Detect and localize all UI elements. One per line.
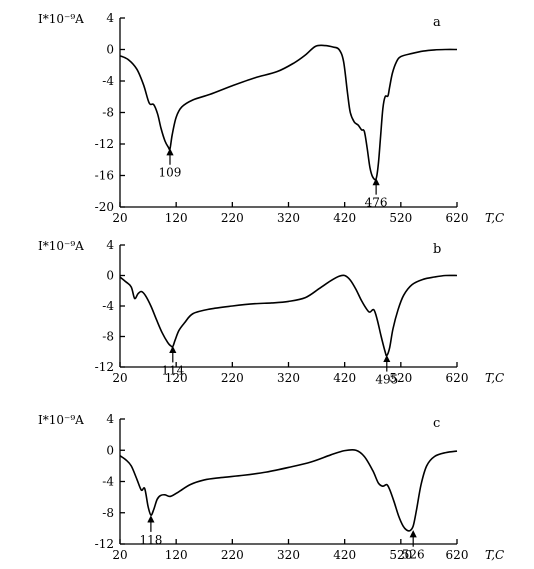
y-tick-label: 0: [106, 43, 114, 57]
x-tick-label: 420: [333, 548, 356, 562]
y-tick-label: 0: [106, 443, 114, 457]
peak-label: 476: [365, 196, 388, 210]
panel-letter: a: [433, 15, 441, 30]
y-tick-label: -12: [95, 360, 114, 374]
x-tick-label: 620: [446, 371, 469, 385]
panel-letter: b: [433, 242, 441, 257]
x-tick-label: 320: [277, 548, 300, 562]
x-tick-label: 620: [446, 548, 469, 562]
y-tick-label: -20: [95, 200, 114, 214]
x-tick-label: 320: [277, 211, 300, 225]
y-tick-label: 4: [106, 11, 114, 25]
y-tick-label: 4: [106, 238, 114, 252]
x-tick-label: 520: [389, 548, 412, 562]
x-axis-label: T,C: [485, 548, 504, 562]
x-tick-label: 220: [221, 548, 244, 562]
x-tick-label: 120: [165, 548, 188, 562]
series-line-0: [119, 448, 458, 532]
y-tick-label: -16: [95, 169, 114, 183]
y-tick-label: 0: [106, 269, 114, 283]
y-tick-label: -4: [102, 299, 114, 313]
y-axis-label: I*10⁻⁹A: [38, 12, 84, 26]
series-line-0: [119, 274, 458, 357]
y-tick-label: -12: [95, 137, 114, 151]
x-tick-label: 120: [165, 211, 188, 225]
y-tick-label: 4: [106, 412, 114, 426]
peak-label: 526: [402, 548, 425, 562]
panel-letter: c: [433, 416, 440, 431]
x-tick-label: 520: [389, 211, 412, 225]
x-tick-label: 220: [221, 371, 244, 385]
y-axis-label: I*10⁻⁹A: [38, 239, 84, 253]
x-tick-label: 20: [112, 211, 127, 225]
x-axis-label: T,C: [485, 211, 504, 225]
x-tick-label: 620: [446, 211, 469, 225]
x-tick-label: 220: [221, 211, 244, 225]
series-line-0: [119, 44, 458, 181]
y-tick-label: -12: [95, 537, 114, 551]
x-tick-label: 20: [112, 371, 127, 385]
peak-label: 495: [375, 373, 398, 387]
y-tick-label: -4: [102, 74, 114, 88]
x-tick-label: 520: [389, 371, 412, 385]
x-tick-label: 420: [333, 211, 356, 225]
peak-label: 109: [159, 166, 182, 180]
y-tick-label: -8: [102, 330, 114, 344]
y-axis-label: I*10⁻⁹A: [38, 413, 84, 427]
y-tick-label: -8: [102, 506, 114, 520]
x-tick-label: 420: [333, 371, 356, 385]
y-tick-label: -4: [102, 475, 114, 489]
peak-label: 118: [139, 533, 162, 547]
x-tick-label: 320: [277, 371, 300, 385]
x-tick-label: 20: [112, 548, 127, 562]
y-tick-label: -8: [102, 106, 114, 120]
peak-label: 114: [161, 363, 184, 377]
x-tick-label: 120: [165, 371, 188, 385]
x-axis-label: T,C: [485, 371, 504, 385]
